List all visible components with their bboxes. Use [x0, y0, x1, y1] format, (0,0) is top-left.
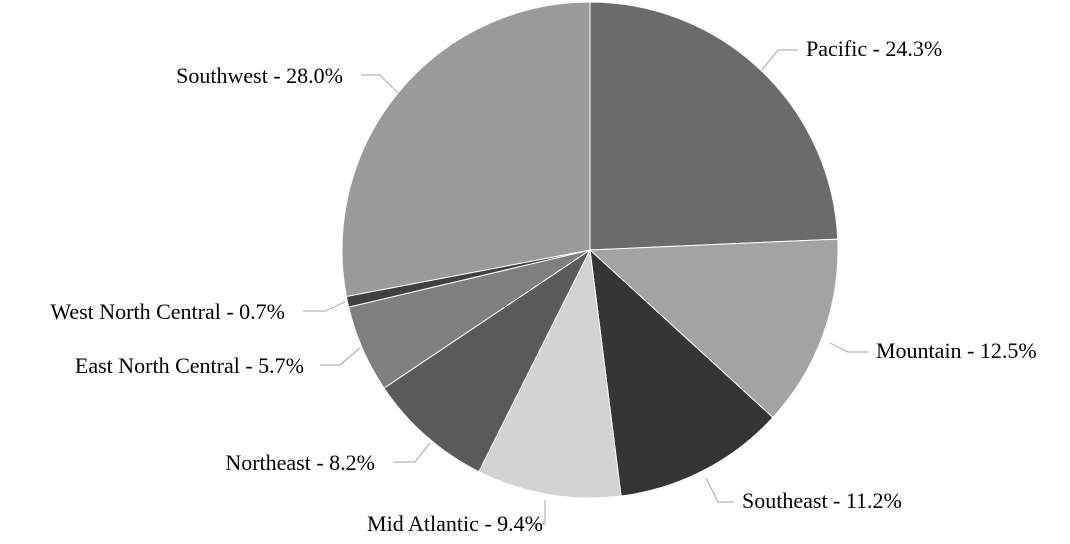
pie-slices [341, 1, 839, 499]
data-label: Pacific - 24.3% [806, 36, 942, 61]
leader-line [303, 301, 346, 312]
data-labels: Pacific - 24.3% Mountain - 12.5% Southeast… [50, 36, 1036, 536]
leader-line [393, 442, 431, 463]
pie-slice-mid-atlantic [478, 248, 622, 499]
data-label: Mountain - 12.5% [876, 338, 1037, 363]
pie-slice-southwest [341, 1, 591, 298]
data-label: East North Central - 5.7% [75, 353, 304, 378]
pie-slice-southeast [589, 248, 774, 497]
data-label: Northeast - 8.2% [225, 450, 375, 475]
pie-slice-pacific [589, 1, 839, 251]
data-label: Southeast - 11.2% [742, 488, 902, 513]
leader-line [761, 49, 798, 71]
data-label: Mid Atlantic - 9.4% [367, 511, 543, 536]
pie-slice-mountain [588, 238, 839, 419]
leader-line [527, 500, 546, 525]
leader-lines [303, 49, 868, 525]
leader-line [361, 74, 399, 94]
data-label: Southwest - 28.0% [176, 63, 343, 88]
leader-line [705, 477, 734, 503]
leader-line [829, 342, 868, 353]
data-label: West North Central - 0.7% [50, 299, 285, 324]
leader-line [320, 347, 361, 366]
pie-slice-northeast [383, 248, 592, 473]
